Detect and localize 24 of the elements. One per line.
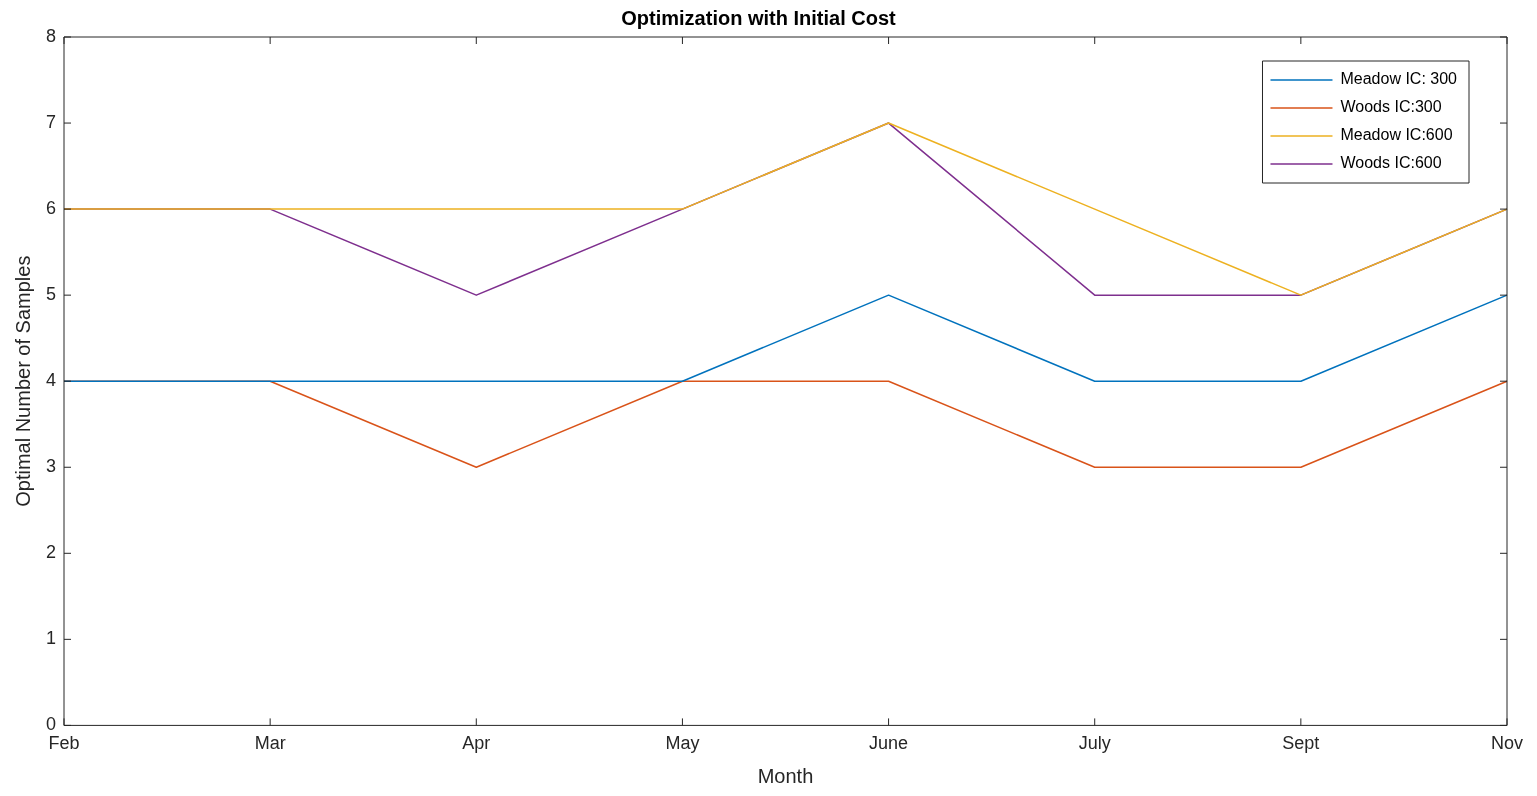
- chart-title: Optimization with Initial Cost: [621, 6, 897, 29]
- x-tick-label: Mar: [254, 733, 286, 754]
- legend-label: Meadow IC: 300: [1340, 70, 1458, 88]
- legend-label: Meadow IC:600: [1340, 126, 1453, 144]
- x-tick-label: Sept: [1282, 733, 1320, 754]
- y-tick-label: 5: [46, 284, 57, 305]
- x-axis-title: Month: [757, 764, 814, 787]
- x-tick-label: July: [1078, 733, 1111, 754]
- legend-label: Woods IC:300: [1340, 98, 1442, 116]
- y-tick-label: 0: [46, 714, 57, 735]
- y-tick-label: 4: [46, 370, 57, 391]
- y-tick-label: 2: [46, 542, 57, 563]
- y-tick-label: 7: [46, 112, 57, 133]
- y-axis-title: Optimal Number of Samples: [11, 255, 34, 507]
- x-tick-label: Apr: [462, 733, 491, 754]
- y-tick-label: 6: [46, 198, 57, 219]
- y-tick-label: 1: [46, 628, 57, 649]
- y-tick-label: 3: [46, 456, 57, 477]
- legend-label: Woods IC:600: [1340, 154, 1442, 172]
- x-tick-label: Feb: [48, 733, 80, 754]
- x-tick-label: May: [665, 733, 700, 754]
- x-tick-label: Nov: [1490, 733, 1524, 754]
- x-tick-label: June: [869, 733, 909, 754]
- y-tick-label: 8: [46, 25, 57, 46]
